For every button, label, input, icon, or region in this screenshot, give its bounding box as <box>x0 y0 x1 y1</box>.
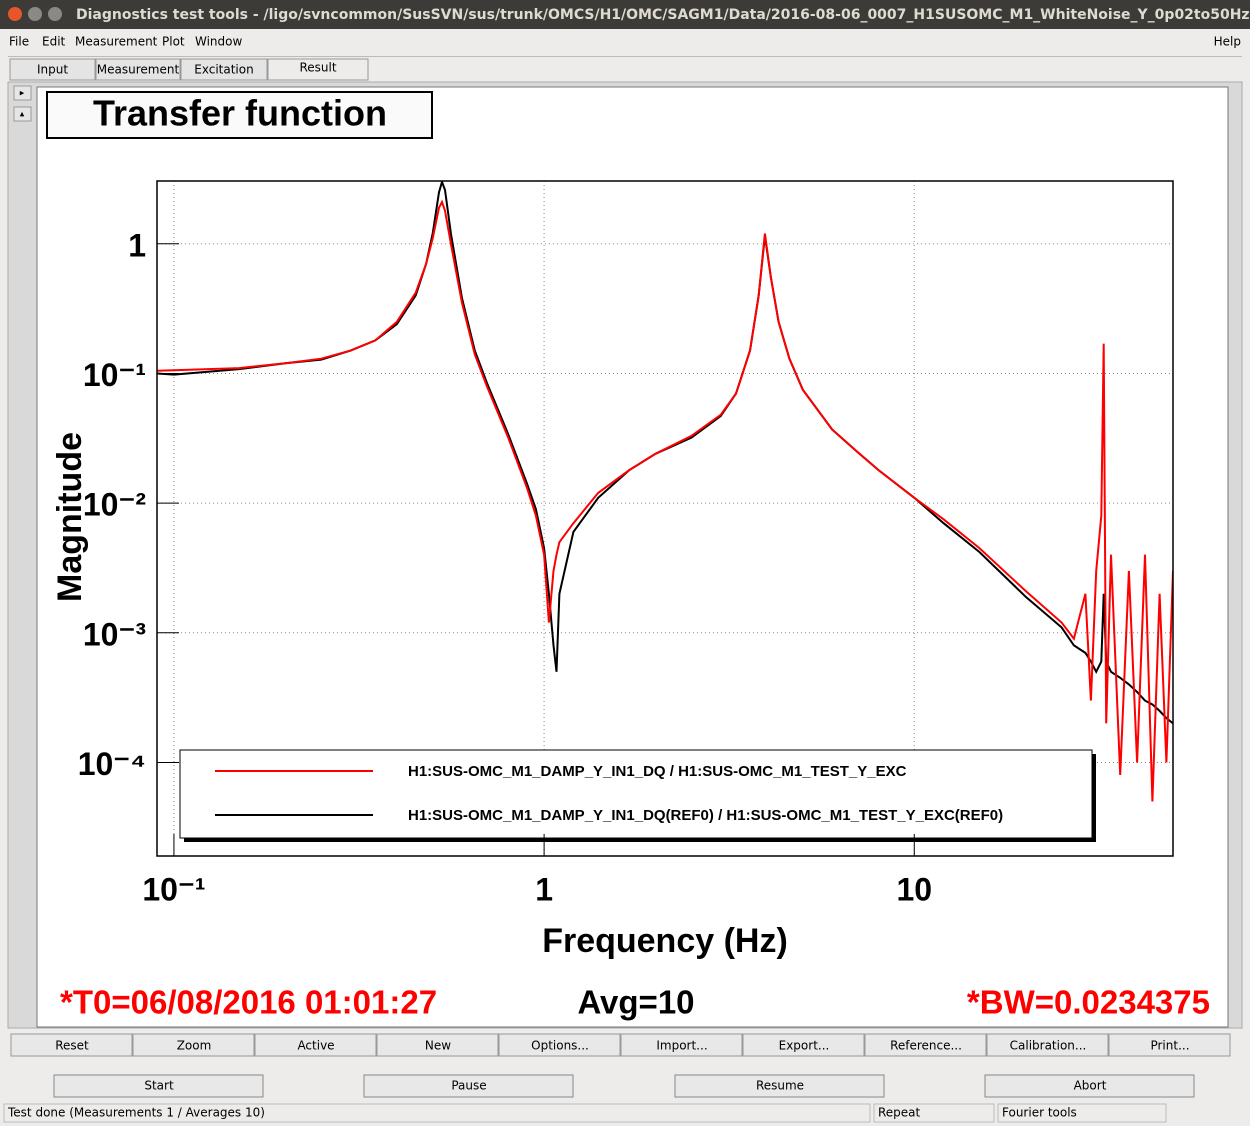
t0-info: *T0=06/08/2016 01:01:27 <box>60 984 437 1021</box>
toolbar-button-label: Export... <box>779 1039 830 1053</box>
toolbar-button[interactable] <box>132 1033 255 1057</box>
toolbar-button[interactable] <box>986 1033 1109 1057</box>
toolbar-button-label: Import... <box>656 1039 707 1053</box>
y-tick-label: 10⁻³ <box>83 616 146 652</box>
toolbar-button-label: Zoom <box>177 1039 212 1053</box>
status-field <box>873 1103 995 1123</box>
menu-item[interactable]: File <box>9 35 29 49</box>
status-text: Fourier tools <box>1002 1106 1077 1120</box>
legend: H1:SUS-OMC_M1_DAMP_Y_IN1_DQ / H1:SUS-OMC… <box>179 749 1096 842</box>
toolbar-button[interactable] <box>864 1033 987 1057</box>
tab-label: Input <box>37 63 68 77</box>
x-tick-label: 1 <box>535 871 553 907</box>
legend-box <box>179 749 1093 839</box>
toolbar-button[interactable] <box>498 1033 621 1057</box>
arrow: ▴ <box>20 110 25 120</box>
toolbar-button[interactable] <box>742 1033 865 1057</box>
x-axis-label: Frequency (Hz) <box>542 922 788 960</box>
tab[interactable] <box>180 58 268 81</box>
bw-info: *BW=0.0234375 <box>967 984 1210 1021</box>
menu-item[interactable]: Edit <box>42 35 66 49</box>
tab-label: Result <box>299 61 336 75</box>
close-button[interactable] <box>8 7 22 21</box>
control-button <box>674 1074 885 1098</box>
toolbar-button-label: Options... <box>531 1039 589 1053</box>
control-button-label: Resume <box>756 1079 804 1093</box>
plot-frame <box>156 180 1174 857</box>
plot-lines <box>157 181 1173 802</box>
toolbar-button-label: Print... <box>1150 1039 1189 1053</box>
y-tick-label: 10⁻⁴ <box>78 746 146 782</box>
control-button-label: Pause <box>451 1079 486 1093</box>
toolbar-button[interactable] <box>620 1033 743 1057</box>
x-tick-label: 10⁻¹ <box>142 871 205 907</box>
tab[interactable] <box>267 58 369 81</box>
x-tick-label: 10 <box>896 871 932 907</box>
minimize-button[interactable] <box>28 7 42 21</box>
status-field <box>3 1103 871 1123</box>
menu-item[interactable]: Window <box>195 35 243 49</box>
ticks: 10⁻¹ 1 10 10⁻⁴ 10⁻³ 10⁻² 10⁻¹ 1 <box>78 227 932 907</box>
menu-bar <box>0 29 1250 53</box>
toolbar-button[interactable] <box>254 1033 377 1057</box>
toolbar-button-label: New <box>425 1039 451 1053</box>
title-bar <box>0 0 1250 29</box>
tab[interactable] <box>9 58 96 81</box>
y-tick-label: 10⁻¹ <box>83 357 146 393</box>
avg-info: Avg=10 <box>577 984 694 1021</box>
chart-title: Transfer function <box>93 93 387 134</box>
toolbar-button-label: Active <box>297 1039 334 1053</box>
title-box <box>46 91 433 139</box>
y-axis-label: Magnitude <box>51 432 89 602</box>
y-tick-label: 1 <box>128 227 146 263</box>
scroll-right[interactable] <box>13 85 32 101</box>
control-button-label: Abort <box>1074 1079 1107 1093</box>
legend-label: H1:SUS-OMC_M1_DAMP_Y_IN1_DQ / H1:SUS-OMC… <box>408 763 907 780</box>
control-button <box>984 1074 1195 1098</box>
menu-item[interactable]: Plot <box>162 35 185 49</box>
toolbar-button[interactable] <box>376 1033 499 1057</box>
plot-canvas <box>36 86 1229 1028</box>
toolbar-button-label: Reference... <box>890 1039 962 1053</box>
toolbar-button-label: Calibration... <box>1010 1039 1087 1053</box>
toolbar-button-label: Reset <box>55 1039 89 1053</box>
maximize-button[interactable] <box>48 7 62 21</box>
scroll-up[interactable] <box>13 106 32 122</box>
tab-label: Measurement <box>97 63 180 77</box>
arrow: ▸ <box>20 89 25 99</box>
tab-line <box>8 56 1242 57</box>
status-field <box>997 1103 1167 1123</box>
menu-help[interactable]: Help <box>1214 35 1241 49</box>
tab[interactable] <box>95 58 181 81</box>
status-text: Test done (Measurements 1 / Averages 10) <box>7 1106 265 1120</box>
control-button[interactable] <box>53 1074 264 1098</box>
toolbar-button[interactable] <box>1108 1033 1231 1057</box>
tab-label: Excitation <box>194 63 253 77</box>
window-title: Diagnostics test tools - /ligo/svncommon… <box>76 7 1250 23</box>
legend-label: H1:SUS-OMC_M1_DAMP_Y_IN1_DQ(REF0) / H1:S… <box>408 807 1003 824</box>
menu-item[interactable]: Measurement <box>75 35 158 49</box>
y-tick-label: 10⁻² <box>83 487 146 523</box>
control-button-label: Start <box>144 1079 174 1093</box>
series-line <box>157 199 1173 802</box>
status-text: Repeat <box>878 1106 921 1120</box>
control-button <box>363 1074 574 1098</box>
toolbar-button[interactable] <box>10 1033 133 1057</box>
